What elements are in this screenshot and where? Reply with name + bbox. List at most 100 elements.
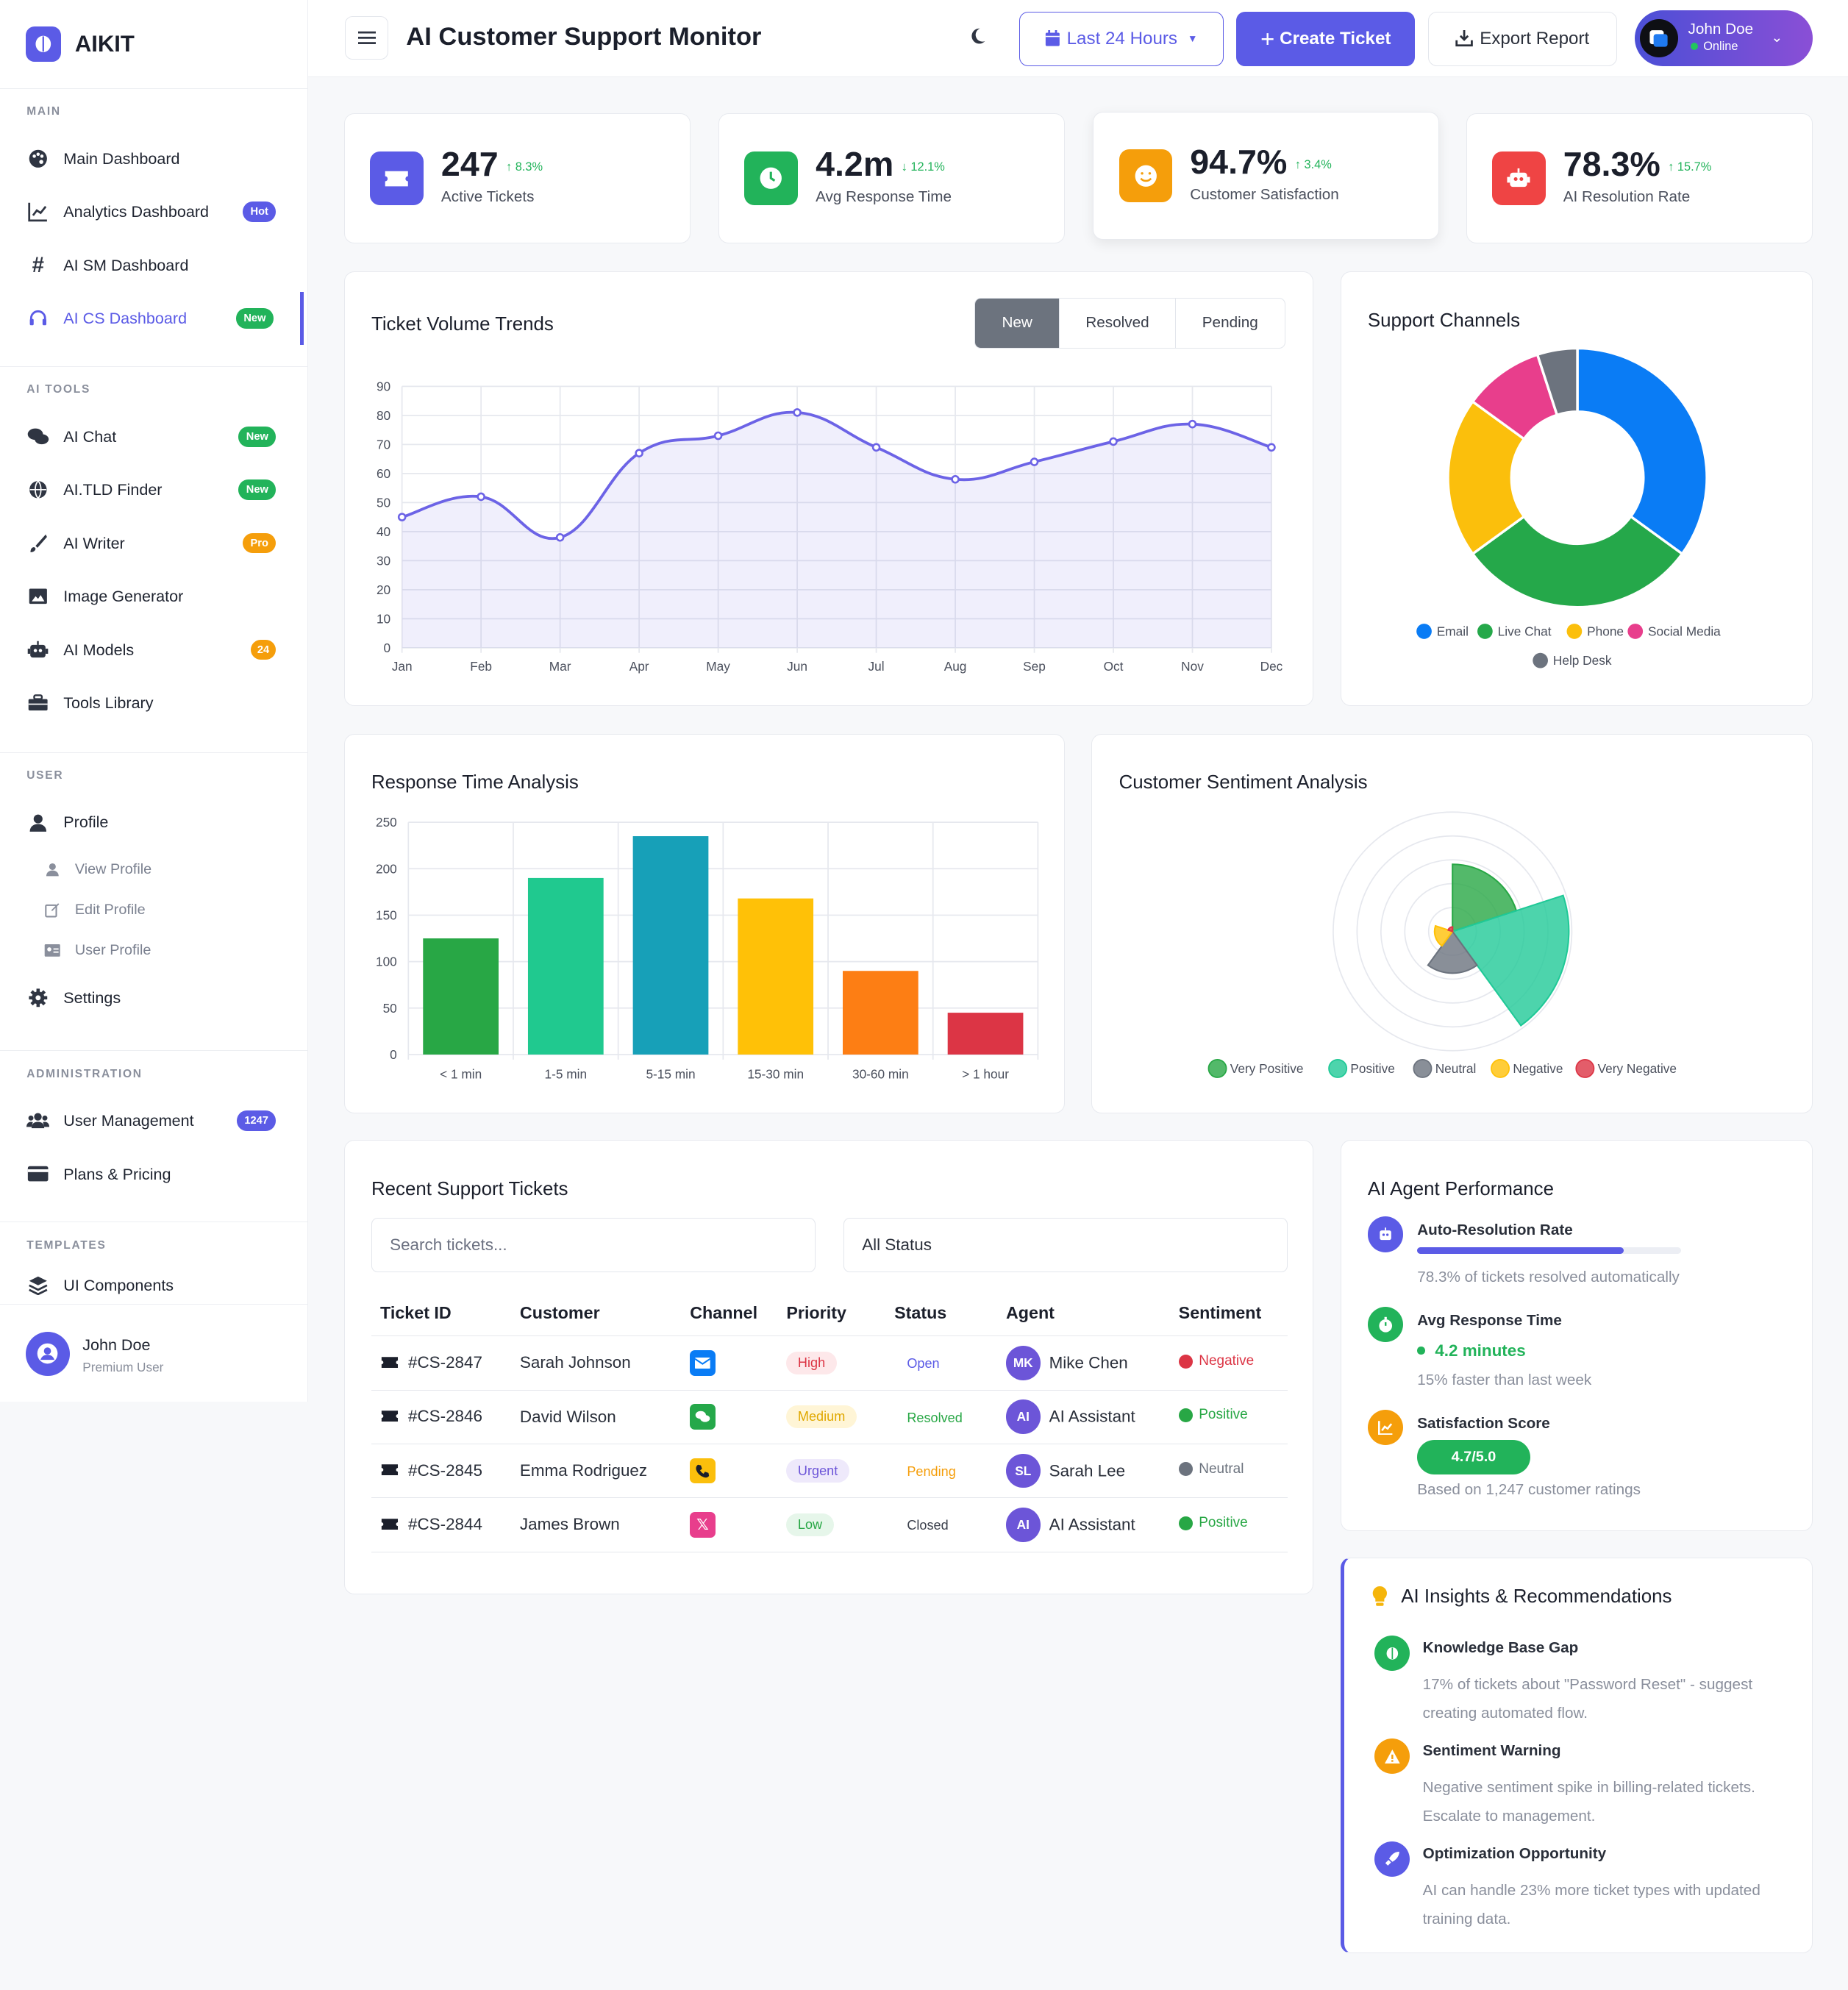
nav-ai-sm-dashboard[interactable]: # AI SM Dashboard: [0, 238, 307, 291]
data-point[interactable]: [477, 493, 485, 502]
bar[interactable]: [947, 1012, 1024, 1055]
data-point[interactable]: [555, 533, 565, 542]
insight-line: 17% of tickets about "Password Reset" - …: [1422, 1676, 1753, 1694]
pie-slice[interactable]: [1575, 347, 1708, 556]
nav-ai-cs-dashboard[interactable]: AI CS Dashboard New: [0, 291, 307, 346]
col-customer[interactable]: Customer: [510, 1290, 682, 1337]
nav-user-profile[interactable]: User Profile: [0, 930, 307, 971]
brush-icon: [26, 532, 49, 554]
col-status[interactable]: Status: [885, 1290, 997, 1337]
col-channel[interactable]: Channel: [681, 1290, 778, 1337]
legend-label[interactable]: Phone: [1587, 624, 1624, 639]
sentiment-label: Positive: [1178, 1407, 1248, 1423]
channel-cell: [681, 1444, 778, 1499]
user-menu[interactable]: John Doe Online ⌄: [1635, 10, 1813, 66]
data-point[interactable]: [1030, 457, 1039, 467]
pie-slice[interactable]: [1470, 515, 1684, 609]
bar[interactable]: [527, 877, 604, 1055]
dark-mode-toggle[interactable]: [968, 26, 986, 50]
nav-settings[interactable]: Settings: [0, 971, 307, 1024]
nav-user-management[interactable]: User Management 1247: [0, 1094, 307, 1147]
nav-profile[interactable]: Profile: [0, 796, 307, 849]
y-tick-label: 20: [377, 582, 390, 597]
nav-plans-pricing[interactable]: Plans & Pricing: [0, 1147, 307, 1200]
x-tick-label: Sep: [1023, 659, 1046, 674]
tab-pending[interactable]: Pending: [1202, 314, 1258, 332]
ticket-search-input[interactable]: Search tickets...: [371, 1218, 816, 1273]
nav-edit-profile[interactable]: Edit Profile: [0, 890, 307, 930]
page-title: AI Customer Support Monitor: [406, 23, 762, 51]
bar[interactable]: [423, 938, 499, 1055]
polar-segment[interactable]: [1452, 863, 1518, 932]
tab-new[interactable]: New: [974, 298, 1060, 348]
data-point[interactable]: [871, 443, 881, 452]
date-range-button[interactable]: Last 24 Hours ▼: [1018, 11, 1224, 66]
pie-slice[interactable]: [1446, 400, 1526, 556]
legend-label[interactable]: Very Negative: [1598, 1061, 1677, 1076]
data-point[interactable]: [1188, 420, 1197, 429]
data-point[interactable]: [1108, 437, 1118, 446]
nav-tools-library[interactable]: Tools Library: [0, 677, 307, 730]
data-point[interactable]: [397, 513, 407, 522]
data-point[interactable]: [951, 475, 960, 484]
col-agent[interactable]: Agent: [996, 1290, 1170, 1337]
status-filter-select[interactable]: All Status: [843, 1218, 1288, 1273]
sentiment-card: Customer Sentiment Analysis Very Positiv…: [1091, 733, 1813, 1113]
data-point[interactable]: [793, 408, 802, 418]
data-point[interactable]: [713, 432, 723, 441]
legend-label[interactable]: Social Media: [1648, 624, 1721, 639]
menu-toggle-button[interactable]: [345, 16, 389, 60]
nav-image-generator[interactable]: Image Generator: [0, 570, 307, 623]
nav-ai-tld-finder[interactable]: AI.TLD Finder New: [0, 463, 307, 516]
col-ticket-id[interactable]: Ticket ID: [371, 1290, 511, 1337]
ticket-id-cell[interactable]: #CS-2847: [371, 1335, 511, 1391]
ticket-id-cell[interactable]: #CS-2846: [371, 1390, 511, 1444]
nav-ui-components[interactable]: UI Components: [0, 1266, 307, 1305]
table-row[interactable]: #CS-2845 Emma Rodriguez Urgent Pending SL Sar…: [371, 1444, 1288, 1499]
tab-resolved[interactable]: Resolved: [1060, 298, 1176, 348]
bar[interactable]: [738, 898, 813, 1055]
legend-label[interactable]: Positive: [1351, 1061, 1395, 1076]
data-point[interactable]: [635, 449, 643, 458]
polar-segment[interactable]: [1451, 894, 1570, 1027]
agent-name: AI Assistant: [1049, 1407, 1135, 1426]
legend-label[interactable]: Help Desk: [1553, 654, 1612, 668]
bar[interactable]: [632, 835, 709, 1055]
nav-ai-chat[interactable]: AI Chat New: [0, 410, 307, 463]
polar-segment[interactable]: [1447, 926, 1454, 932]
kpi-delta: ↓ 12.1%: [901, 160, 945, 174]
legend-label[interactable]: Neutral: [1435, 1061, 1477, 1076]
brand[interactable]: AIKIT: [0, 0, 308, 89]
nav-ai-models[interactable]: AI Models 24: [0, 623, 307, 676]
table-row[interactable]: #CS-2844 James Brown 𝕏 Low Closed AI AI Assist…: [371, 1497, 1288, 1552]
legend-label[interactable]: Live Chat: [1497, 624, 1551, 639]
col-sentiment[interactable]: Sentiment: [1169, 1290, 1288, 1337]
comments-icon: [690, 1404, 716, 1430]
nav-label: Profile: [63, 813, 109, 832]
legend-label[interactable]: Very Positive: [1230, 1061, 1304, 1076]
sentiment-label: Neutral: [1178, 1461, 1244, 1477]
x-tick-label: Jan: [391, 659, 412, 674]
nav-analytics-dashboard[interactable]: Analytics Dashboard Hot: [0, 185, 307, 238]
export-report-button[interactable]: Export Report: [1427, 11, 1617, 66]
table-row[interactable]: #CS-2846 David Wilson Medium Resolved AI AI A…: [371, 1390, 1288, 1444]
agent-cell: AI AI Assistant: [996, 1497, 1170, 1552]
table-row[interactable]: #CS-2847 Sarah Johnson High Open MK Mike Chen…: [371, 1335, 1288, 1391]
nav-main-dashboard[interactable]: Main Dashboard: [0, 132, 307, 185]
nav-ai-writer[interactable]: AI Writer Pro: [0, 516, 307, 569]
bar[interactable]: [842, 970, 918, 1055]
pie-slice[interactable]: [1535, 347, 1579, 417]
sentiment-text: Positive: [1199, 1407, 1248, 1423]
ticket-id-cell[interactable]: #CS-2845: [371, 1444, 511, 1499]
sidebar-user-card[interactable]: John Doe Premium User: [0, 1305, 307, 1404]
data-point[interactable]: [1266, 443, 1276, 452]
nav-view-profile[interactable]: View Profile: [0, 849, 307, 890]
polar-segment[interactable]: [1427, 930, 1479, 974]
ticket-id-cell[interactable]: #CS-2844: [371, 1497, 511, 1552]
legend-label[interactable]: Email: [1436, 624, 1468, 639]
col-priority[interactable]: Priority: [777, 1290, 885, 1337]
create-ticket-button[interactable]: + Create Ticket: [1236, 11, 1416, 66]
brain-icon: [1374, 1636, 1410, 1672]
legend-label[interactable]: Negative: [1513, 1061, 1563, 1076]
polar-segment[interactable]: [1434, 924, 1455, 947]
